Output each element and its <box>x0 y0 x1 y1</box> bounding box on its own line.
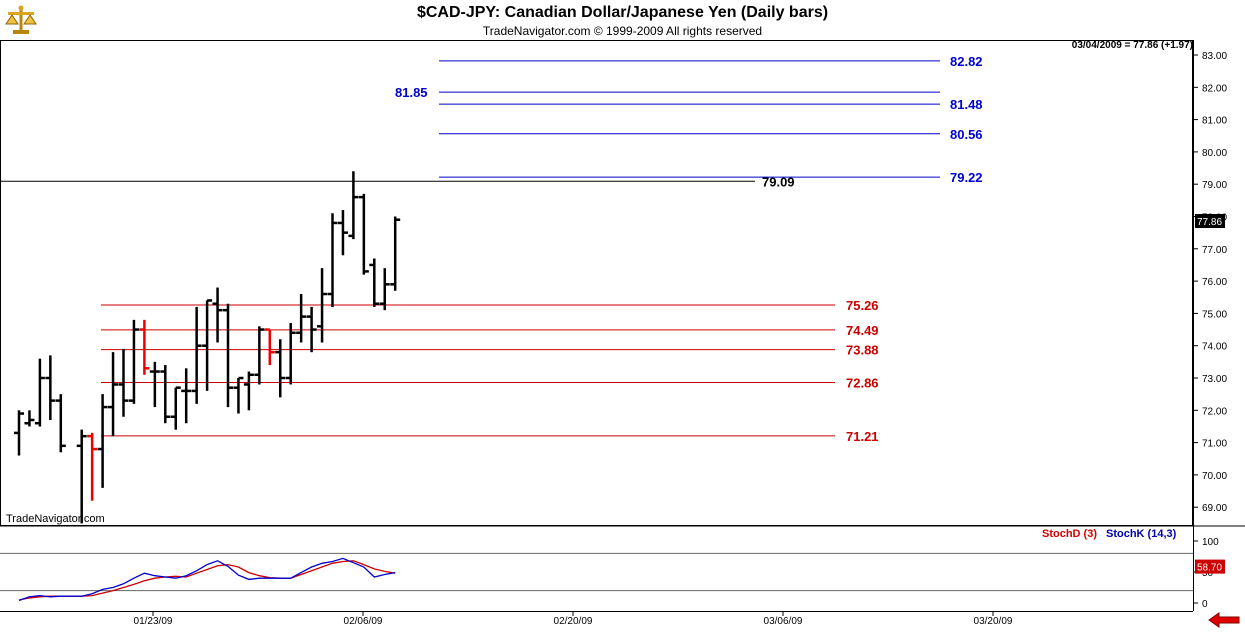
stoch-k-legend: StochK (14,3) <box>1106 528 1177 540</box>
y-tick-label: 74.00 <box>1202 342 1227 353</box>
y-tick-label: 71.00 <box>1202 439 1227 450</box>
y-tick-label: 79.00 <box>1202 180 1227 191</box>
osc-y-tick-label: 0 <box>1202 599 1208 610</box>
support-label: 72.86 <box>846 376 879 391</box>
support-label: 73.88 <box>846 343 879 358</box>
stoch-last-label: 58.70 <box>1197 563 1222 574</box>
resistance-label: 80.56 <box>950 127 983 142</box>
y-tick-label: 82.00 <box>1202 83 1227 94</box>
last-quote-readout: 03/04/2009 = 77.86 (+1.97) <box>1071 40 1193 51</box>
watermark-text: TradeNavigator.com <box>6 513 105 525</box>
copyright-text: TradeNavigator.com © 1999-2009 All right… <box>482 24 763 38</box>
last-price-label: 77.86 <box>1197 217 1222 228</box>
y-tick-label: 73.00 <box>1202 374 1227 385</box>
y-tick-label: 80.00 <box>1202 148 1227 159</box>
resistance-label: 79.22 <box>950 170 983 185</box>
last-price-marker <box>1195 214 1225 229</box>
resistance-label: 82.82 <box>950 54 983 69</box>
support-label: 71.21 <box>846 429 879 444</box>
y-tick-label: 75.00 <box>1202 309 1227 320</box>
y-tick-label: 81.00 <box>1202 116 1227 127</box>
y-tick-label: 77.00 <box>1202 245 1227 256</box>
x-tick-label: 02/20/09 <box>554 616 593 627</box>
stoch-k-line <box>18 557 396 602</box>
stoch-d-legend: StochD (3) <box>1042 528 1097 540</box>
x-tick-label: 02/06/09 <box>344 616 383 627</box>
stoch-last-marker <box>1195 559 1225 574</box>
osc-y-tick-label: 100 <box>1202 537 1219 548</box>
resistance-label: 81.48 <box>950 97 983 112</box>
y-tick-label: 69.00 <box>1202 503 1227 514</box>
resistance-label: 81.85 <box>395 85 428 100</box>
y-tick-label: 72.00 <box>1202 406 1227 417</box>
x-tick-label: 03/20/09 <box>974 616 1013 627</box>
y-tick-label: 70.00 <box>1202 471 1227 482</box>
x-tick-label: 03/06/09 <box>764 616 803 627</box>
reference-line-label: 79.09 <box>762 174 795 189</box>
support-label: 75.26 <box>846 298 879 313</box>
stoch-d-line <box>18 560 396 601</box>
scales-logo-icon[interactable] <box>4 4 38 36</box>
support-label: 74.49 <box>846 323 879 338</box>
price-plot-frame <box>0 40 1193 526</box>
chart-title: $CAD-JPY: Canadian Dollar/Japanese Yen (… <box>416 4 829 21</box>
x-tick-label: 01/23/09 <box>134 616 173 627</box>
y-tick-label: 76.00 <box>1202 277 1227 288</box>
red-left-arrow-icon[interactable] <box>1207 612 1241 628</box>
y-tick-label: 83.00 <box>1202 51 1227 62</box>
